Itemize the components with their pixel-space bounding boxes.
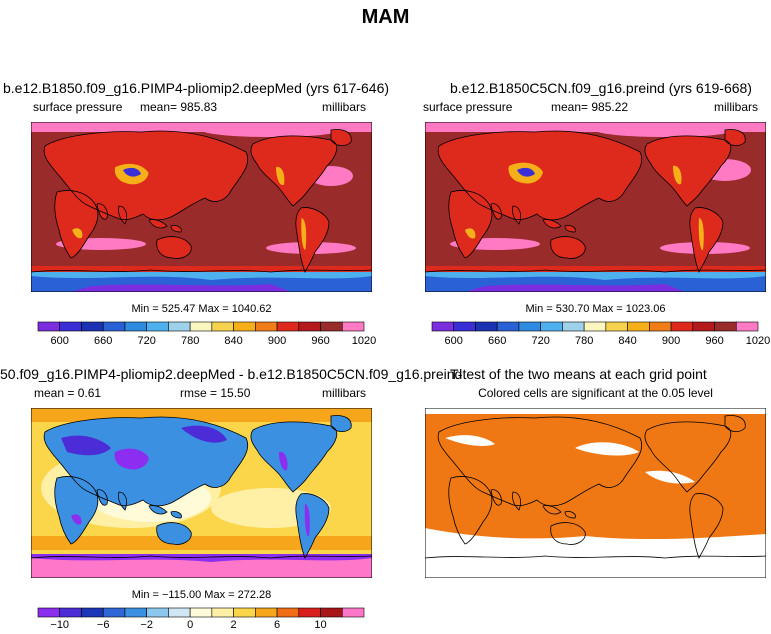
colorbar-tick-label: 10 (314, 619, 326, 631)
colorbar-swatch (211, 607, 234, 618)
colorbar-swatch (102, 321, 126, 332)
colorbar-swatch (233, 607, 256, 618)
variable-label: surface pressure (33, 100, 123, 114)
colorbar-tick-label: 600 (51, 335, 69, 347)
colorbar-swatch (37, 607, 61, 618)
colorbar-swatch (276, 321, 300, 332)
mean-label: mean= 985.83 (140, 100, 218, 114)
colorbar-swatch (453, 321, 476, 332)
colorbar-tick-label: 1020 (746, 335, 770, 347)
colorbar-swatch (341, 607, 365, 618)
colorbar-swatch (320, 321, 343, 332)
colorbar-swatch (341, 321, 365, 332)
colorbar-control-run: 600 660 720 780 840 900 960 1020 (431, 321, 770, 347)
colorbar-tick-label: 1020 (352, 335, 376, 347)
colorbar-swatch (81, 607, 104, 618)
colorbar-tick-label: 960 (311, 335, 329, 347)
rmse-label: rmse = 15.50 (180, 386, 251, 400)
colorbar-swatch (168, 321, 191, 332)
colorbar-swatch (233, 321, 256, 332)
colorbar-tick-label: 600 (445, 335, 463, 347)
colorbar-swatch (496, 321, 520, 332)
colorbar-swatch (518, 321, 541, 332)
colorbar-swatch (583, 321, 607, 332)
colorbar-swatch (255, 607, 278, 618)
colorbar-tick-label: 900 (268, 335, 286, 347)
colorbar-tick-label: 660 (488, 335, 506, 347)
colorbar-tick-label: 0 (187, 619, 193, 631)
colorbar-swatch (320, 607, 343, 618)
colorbar-swatch (102, 607, 126, 618)
map-panel-base-run (31, 122, 372, 292)
colorbar-swatch (276, 607, 300, 618)
mean-label: mean = 0.61 (34, 386, 102, 400)
colorbar-tick-label: −2 (140, 619, 153, 631)
colorbar-swatch (124, 321, 147, 332)
map-panel-control-run (425, 122, 766, 292)
minmax-label: Min = −115.00 Max = 272.28 (131, 589, 272, 601)
panel-title: 50.f09_g16.PIMP4-pliomip2.deepMed - b.e1… (0, 366, 463, 382)
colorbar-swatch (692, 321, 715, 332)
colorbar-tick-label: 660 (94, 335, 112, 347)
units-label: millibars (714, 100, 759, 114)
colorbar-swatch (124, 607, 147, 618)
colorbar-swatch (475, 321, 498, 332)
colorbar-difference: −10 −6 −2 0 2 6 10 (37, 607, 365, 631)
colorbar-swatch (298, 607, 321, 618)
units-label: millibars (322, 100, 367, 114)
colorbar-swatch (255, 321, 278, 332)
colorbar-swatch (146, 607, 169, 618)
colorbar-tick-label: 2 (231, 619, 237, 631)
units-label: millibars (322, 386, 367, 400)
colorbar-swatch (562, 321, 585, 332)
colorbar-swatch (540, 321, 563, 332)
colorbar-swatch (168, 607, 191, 618)
colorbar-swatch (605, 321, 628, 332)
colorbar-swatch (189, 607, 213, 618)
colorbar-swatch (714, 321, 737, 332)
colorbar-base-run: 600 660 720 780 840 900 960 1020 (37, 321, 376, 347)
mean-label: mean= 985.22 (551, 100, 629, 114)
colorbar-tick-label: 6 (274, 619, 280, 631)
colorbar-tick-label: 840 (618, 335, 636, 347)
colorbar-swatch (146, 321, 169, 332)
panel-title: T-test of the two means at each grid poi… (450, 366, 707, 382)
colorbar-swatch (211, 321, 234, 332)
figure-title: MAM (361, 6, 410, 28)
minmax-label: Min = 525.47 Max = 1040.62 (131, 303, 272, 315)
colorbar-tick-label: −10 (50, 619, 69, 631)
minmax-label: Min = 530.70 Max = 1023.06 (525, 303, 666, 315)
colorbar-tick-label: 780 (181, 335, 199, 347)
colorbar-swatch (670, 321, 694, 332)
colorbar-tick-label: 780 (575, 335, 593, 347)
map-panel-difference (31, 408, 372, 578)
colorbar-swatch (59, 607, 82, 618)
colorbar-tick-label: 900 (662, 335, 680, 347)
colorbar-swatch (189, 321, 213, 332)
colorbar-swatch (59, 321, 82, 332)
variable-label: surface pressure (423, 100, 513, 114)
panel-subtitle: Colored cells are significant at the 0.0… (478, 386, 713, 400)
colorbar-swatch (81, 321, 104, 332)
colorbar-swatch (37, 321, 61, 332)
colorbar-tick-label: −6 (97, 619, 110, 631)
colorbar-swatch (431, 321, 455, 332)
panel-title: b.e12.B1850.f09_g16.PIMP4-pliomip2.deepM… (3, 80, 390, 96)
colorbar-tick-label: 720 (137, 335, 155, 347)
colorbar-swatch (735, 321, 759, 332)
colorbar-swatch (649, 321, 672, 332)
colorbar-tick-label: 960 (705, 335, 723, 347)
colorbar-tick-label: 840 (224, 335, 242, 347)
colorbar-swatch (298, 321, 321, 332)
colorbar-swatch (627, 321, 650, 332)
map-panel-ttest (425, 408, 766, 578)
colorbar-tick-label: 720 (531, 335, 549, 347)
panel-title: b.e12.B1850C5CN.f09_g16.preind (yrs 619-… (450, 80, 752, 96)
